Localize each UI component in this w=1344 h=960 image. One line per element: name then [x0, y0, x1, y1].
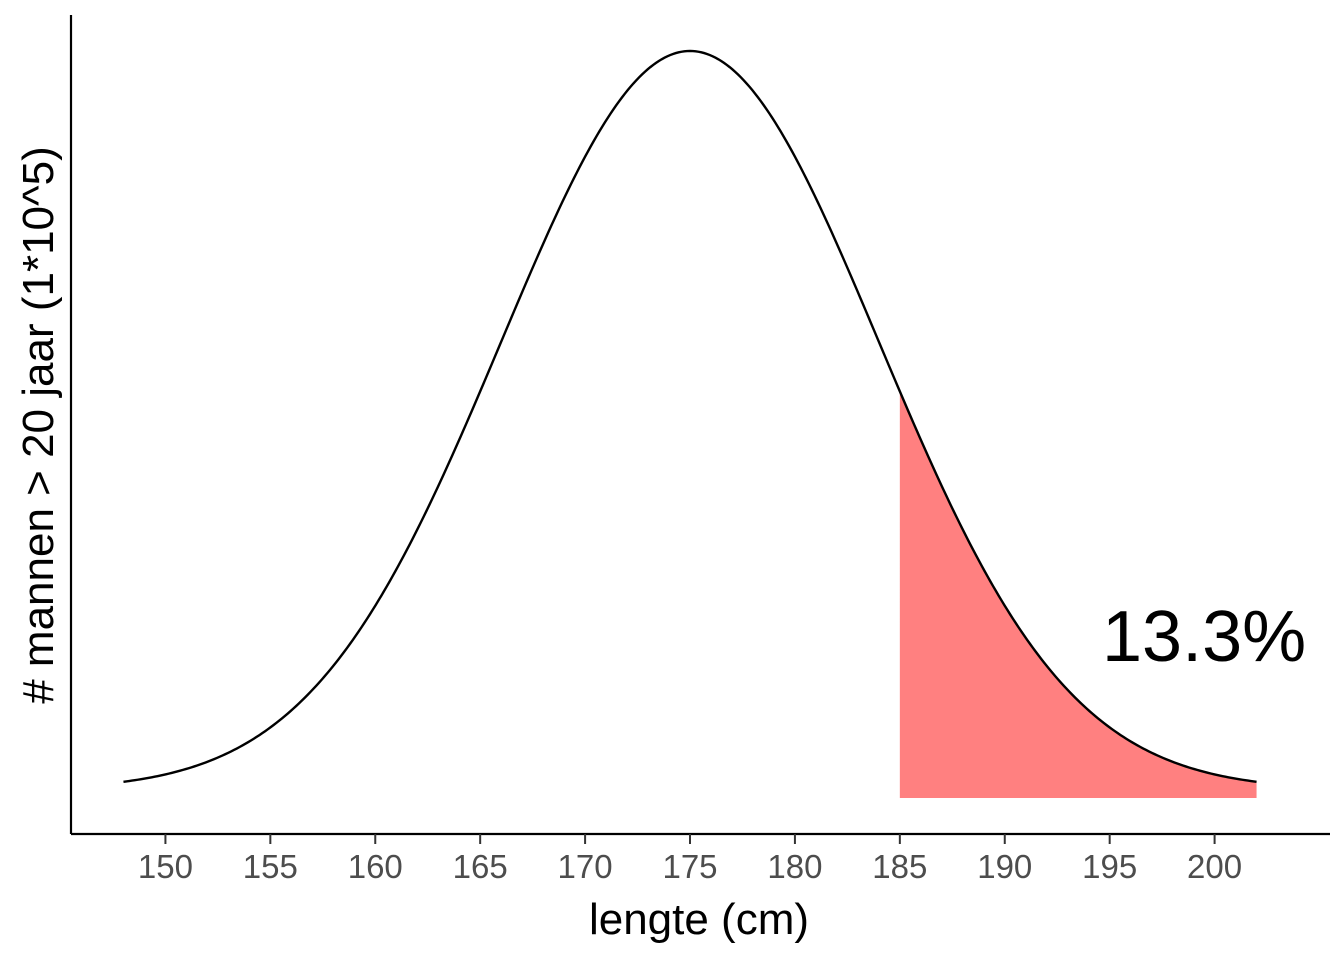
x-tick-label: 185: [872, 848, 927, 885]
x-tick-label: 180: [767, 848, 822, 885]
x-tick-label: 195: [1082, 848, 1137, 885]
x-tick-label: 165: [453, 848, 508, 885]
x-tick-label: 155: [243, 848, 298, 885]
x-tick-label: 170: [558, 848, 613, 885]
density-curve: [123, 49, 1257, 783]
shaded-tail-area: [899, 391, 1257, 798]
x-tick-label: 175: [662, 848, 717, 885]
x-tick-label: 190: [977, 848, 1032, 885]
x-tick-label: 160: [348, 848, 403, 885]
percentage-annotation: 13.3%: [1102, 597, 1306, 677]
y-axis-title: # mannen > 20 jaar (1*10^5): [14, 146, 63, 704]
x-axis-title: lengte (cm): [589, 895, 809, 944]
x-tick-label: 200: [1187, 848, 1242, 885]
x-tick-label: 150: [138, 848, 193, 885]
x-ticks: 150 155 160 165 170 175 180 185 190 195 200: [138, 834, 1242, 885]
